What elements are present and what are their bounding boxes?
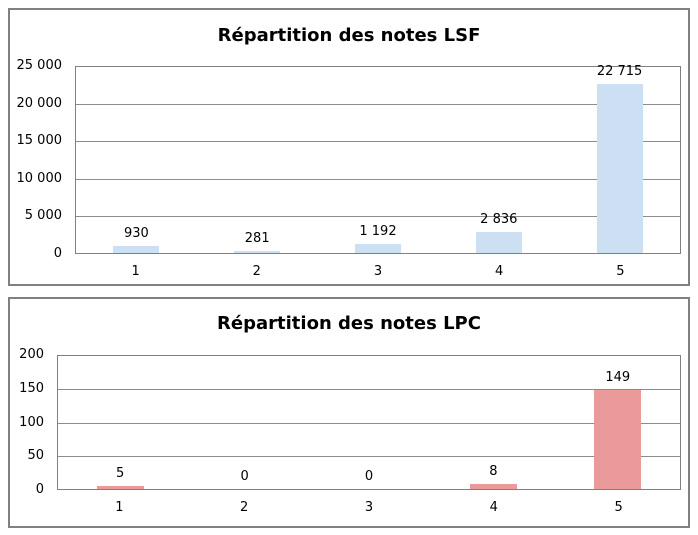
x-axis-category-label: 3 [373, 264, 383, 279]
x-axis-category-label: 1 [131, 264, 140, 279]
bar-category-5 [596, 84, 643, 253]
y-axis-tick-label: 10 000 [16, 170, 63, 186]
x-axis-category-label: 4 [495, 264, 504, 279]
bar-category-5 [594, 389, 642, 489]
gridline [58, 422, 680, 424]
y-axis-tick-label: 15 000 [16, 133, 63, 149]
bar-category-2 [234, 250, 281, 253]
x-axis-category-label: 1 [115, 500, 124, 515]
bar-value-label: 149 [605, 369, 631, 385]
y-axis-tick-label: 5 000 [24, 208, 62, 224]
bar-value-label: 8 [489, 463, 498, 479]
x-axis-category-label: 5 [614, 500, 623, 515]
chart-lpc: Répartition des notes LPC 200 150 100 50 0 5… [8, 297, 690, 528]
bar-category-3 [355, 244, 401, 253]
bar-category-4 [469, 483, 518, 489]
y-axis-tick-label: 100 [19, 414, 44, 430]
bar-value-label: 1 192 [359, 224, 397, 240]
bar-value-label: 281 [244, 230, 270, 246]
bar-value-label: 0 [240, 469, 249, 484]
bar-value-label: 22 715 [596, 64, 643, 80]
gridline [76, 104, 680, 106]
bar-category-4 [475, 231, 522, 253]
plot-area-lsf: 930 281 1 192 2 836 22 715 [75, 64, 681, 254]
y-axis-lsf: 25 000 20 000 15 000 10 000 5 000 0 [10, 58, 68, 261]
chart-title-lsf: Répartition des notes LSF [217, 25, 481, 46]
gridline [58, 389, 680, 391]
gridline [76, 141, 680, 143]
bar-value-label: 5 [116, 465, 125, 481]
x-axis-lpc: 1 2 3 4 5 [57, 500, 681, 518]
x-axis-category-label: 3 [364, 500, 374, 515]
y-axis-tick-label: 50 [27, 448, 44, 464]
y-axis-lpc: 200 150 100 50 0 [10, 347, 50, 497]
bar-category-1 [96, 485, 144, 489]
bar-category-1 [113, 246, 160, 253]
x-axis-category-label: 2 [252, 264, 261, 279]
y-axis-tick-label: 25 000 [16, 58, 63, 73]
bar-value-label: 2 836 [480, 211, 518, 227]
y-axis-tick-label: 200 [19, 347, 44, 362]
x-axis-lsf: 1 2 3 4 5 [75, 264, 681, 282]
chart-lsf: Répartition des notes LSF 25 000 20 000 15… [8, 8, 690, 286]
y-axis-tick-label: 150 [19, 380, 44, 396]
y-axis-tick-label: 0 [35, 482, 44, 497]
x-axis-category-label: 2 [240, 500, 249, 515]
x-axis-category-label: 5 [616, 264, 625, 279]
bar-value-label: 0 [364, 469, 374, 484]
gridline [76, 215, 680, 217]
gridline [76, 178, 680, 180]
x-axis-category-label: 4 [489, 500, 498, 515]
gridline [58, 455, 680, 457]
plot-area-lpc: 5 0 0 8 149 [57, 355, 681, 490]
bar-value-label: 930 [123, 226, 149, 242]
chart-title-lpc: Répartition des notes LPC [217, 313, 481, 334]
y-axis-tick-label: 20 000 [16, 95, 63, 111]
y-axis-tick-label: 0 [53, 246, 62, 261]
